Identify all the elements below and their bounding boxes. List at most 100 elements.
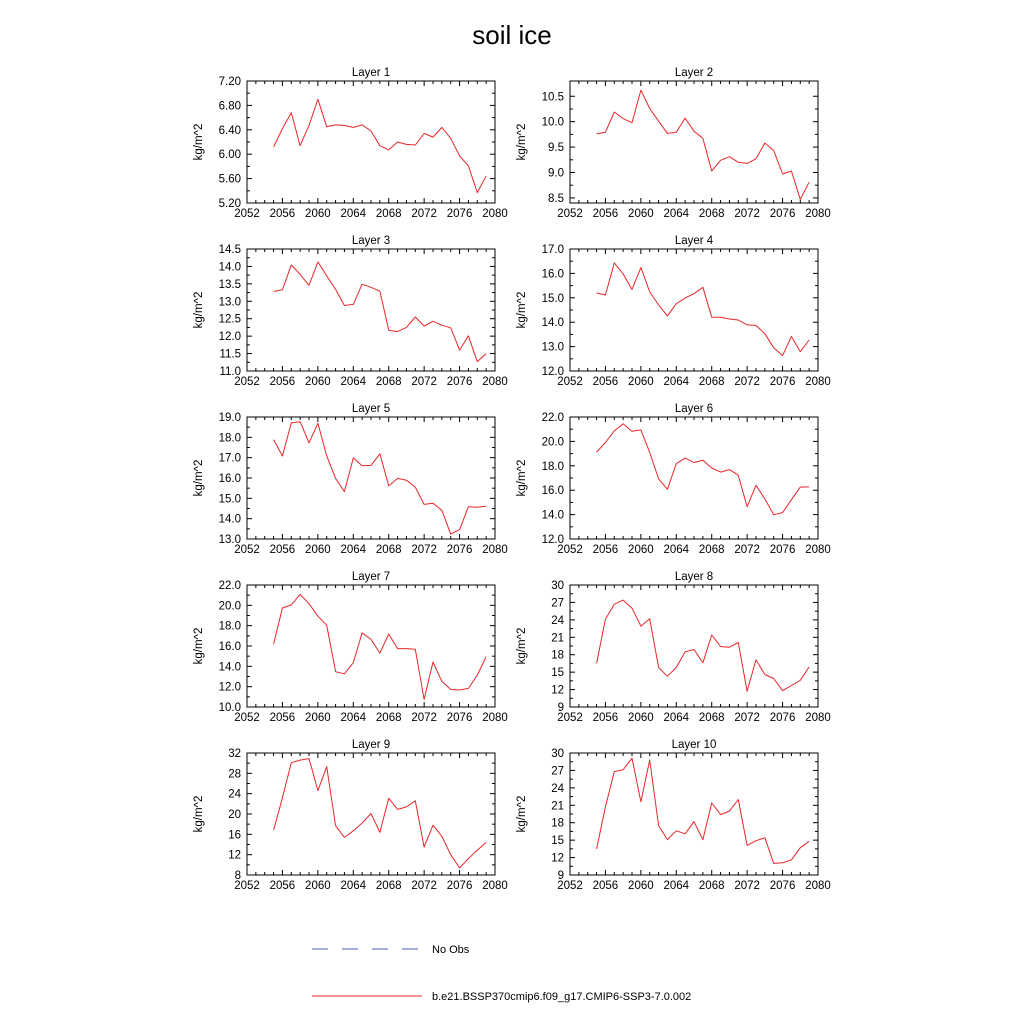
y-tick-label-layer-7: 20.0 [219,600,241,612]
y-tick-label-layer-9: 12 [228,850,241,862]
chart-layer-2: Layer 2 kg/m^2 2052 2056 2060 2064 2068 2072 207… [516,67,831,220]
x-tick-label-layer-2: 2060 [628,208,654,220]
y-tick-label-layer-10: 15 [551,835,564,847]
x-tick-label-layer-4: 2068 [699,376,725,388]
legend-model-label: b.e21.BSSP370cmip6.f09_g17.CMIP6-SSP3-7.… [432,991,691,1003]
x-tick-label-layer-3: 2068 [376,376,402,388]
y-tick-label-layer-9: 16 [228,829,241,841]
x-tick-label-layer-4: 2076 [770,376,796,388]
x-tick-label-layer-9: 2056 [270,880,296,892]
plot-frame-layer-2 [569,80,819,204]
chart-layer-6: Layer 6 kg/m^2 2052 2056 2060 2064 2068 2072 207… [516,403,831,556]
y-tick-label-layer-5: 16.0 [219,473,241,485]
y-tick-label-layer-3: 14.5 [219,244,241,256]
y-tick-label-layer-7: 14.0 [219,661,241,673]
panel-title-layer-3: Layer 3 [352,235,390,247]
y-axis-label-layer-8: kg/m^2 [516,628,528,665]
x-tick-label-layer-3: 2064 [340,376,366,388]
plot-frame-layer-1 [246,80,496,204]
y-tick-label-layer-5: 18.0 [219,432,241,444]
y-tick-label-layer-8: 21 [551,632,564,644]
x-tick-label-layer-8: 2080 [805,712,831,724]
series-line-layer-9 [273,758,487,869]
chart-layer-7: Layer 7 kg/m^2 2052 2056 2060 2064 2068 2072 207… [193,571,508,724]
y-axis-label-layer-2: kg/m^2 [516,124,528,161]
y-axis-label-layer-5: kg/m^2 [193,460,205,497]
y-tick-label-layer-9: 8 [235,870,241,882]
x-tick-label-layer-7: 2052 [234,712,260,724]
x-tick-label-layer-2: 2068 [699,208,725,220]
series-line-layer-6 [596,423,810,516]
y-axis-label-layer-1: kg/m^2 [193,124,205,161]
x-tick-label-layer-7: 2056 [270,712,296,724]
x-tick-label-layer-8: 2056 [593,712,619,724]
x-tick-label-layer-9: 2064 [340,880,366,892]
x-tick-label-layer-2: 2064 [663,208,689,220]
x-tick-label-layer-5: 2080 [482,544,508,556]
y-tick-label-layer-2: 9.0 [548,168,564,180]
y-tick-label-layer-3: 11.5 [219,349,241,361]
y-tick-label-layer-1: 6.80 [219,100,241,112]
y-tick-label-layer-3: 11.0 [219,366,241,378]
y-tick-label-layer-4: 14.0 [542,317,564,329]
x-tick-label-layer-1: 2060 [305,208,331,220]
y-tick-label-layer-10: 12 [551,853,564,865]
y-tick-label-layer-5: 17.0 [219,453,241,465]
plot-frame-layer-5 [246,416,496,540]
x-tick-label-layer-8: 2052 [557,712,583,724]
chart-layer-8: Layer 8 kg/m^2 2052 2056 2060 2064 2068 2072 207… [516,571,831,724]
x-tick-label-layer-9: 2072 [411,880,437,892]
x-tick-label-layer-9: 2076 [447,880,473,892]
y-tick-label-layer-5: 14.0 [219,514,241,526]
y-tick-label-layer-3: 14.0 [219,261,241,273]
y-tick-label-layer-7: 10.0 [219,702,241,714]
y-tick-label-layer-7: 22.0 [219,580,241,592]
y-tick-label-layer-9: 20 [228,809,241,821]
y-tick-label-layer-1: 5.60 [219,174,241,186]
y-tick-label-layer-5: 19.0 [219,412,241,424]
x-tick-label-layer-3: 2060 [305,376,331,388]
y-tick-label-layer-8: 27 [551,597,564,609]
y-tick-label-layer-6: 16.0 [542,485,564,497]
x-tick-label-layer-5: 2052 [234,544,260,556]
x-tick-label-layer-7: 2072 [411,712,437,724]
y-tick-label-layer-10: 30 [551,748,564,760]
y-tick-label-layer-6: 22.0 [542,412,564,424]
y-tick-label-layer-5: 15.0 [219,493,241,505]
x-tick-label-layer-8: 2064 [663,712,689,724]
y-tick-label-layer-2: 10.0 [542,117,564,129]
y-axis-label-layer-9: kg/m^2 [193,796,205,833]
y-tick-label-layer-7: 16.0 [219,641,241,653]
x-tick-label-layer-10: 2080 [805,880,831,892]
y-tick-label-layer-5: 13.0 [219,534,241,546]
x-tick-label-layer-5: 2068 [376,544,402,556]
x-tick-label-layer-10: 2076 [770,880,796,892]
x-tick-label-layer-6: 2080 [805,544,831,556]
x-tick-label-layer-6: 2076 [770,544,796,556]
series-line-layer-5 [273,421,487,535]
panel-title-layer-8: Layer 8 [675,571,713,583]
y-tick-label-layer-6: 18.0 [542,461,564,473]
y-tick-label-layer-2: 9.5 [548,142,564,154]
x-tick-label-layer-7: 2060 [305,712,331,724]
y-axis-label-layer-3: kg/m^2 [193,292,205,329]
y-tick-label-layer-9: 28 [228,768,241,780]
series-line-layer-8 [596,599,810,692]
x-tick-label-layer-8: 2076 [770,712,796,724]
y-tick-label-layer-3: 13.5 [219,279,241,291]
y-tick-label-layer-1: 7.20 [219,76,241,88]
x-tick-label-layer-10: 2064 [663,880,689,892]
y-tick-label-layer-7: 12.0 [219,682,241,694]
y-tick-label-layer-2: 10.5 [542,91,564,103]
x-tick-label-layer-7: 2080 [482,712,508,724]
x-tick-label-layer-10: 2072 [734,880,760,892]
x-tick-label-layer-5: 2064 [340,544,366,556]
chart-layer-4: Layer 4 kg/m^2 2052 2056 2060 2064 2068 2072 207… [516,235,831,388]
x-tick-label-layer-7: 2076 [447,712,473,724]
x-tick-label-layer-2: 2056 [593,208,619,220]
plot-frame-layer-6 [569,416,819,540]
x-tick-label-layer-9: 2080 [482,880,508,892]
x-tick-label-layer-2: 2072 [734,208,760,220]
series-line-layer-10 [596,757,810,864]
